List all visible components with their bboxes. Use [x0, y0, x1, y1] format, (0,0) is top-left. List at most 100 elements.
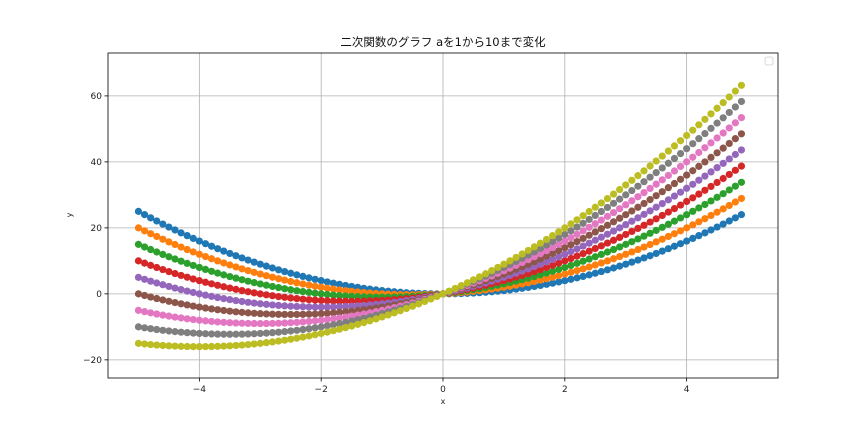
data-point — [195, 343, 203, 351]
data-point — [214, 318, 222, 326]
data-point — [670, 230, 679, 238]
data-point — [274, 275, 283, 283]
data-point — [317, 316, 325, 324]
data-point — [591, 228, 599, 236]
data-point — [585, 231, 593, 239]
data-point — [177, 271, 185, 280]
data-point — [646, 218, 654, 226]
x-tick-label: −4 — [193, 385, 207, 395]
data-point — [250, 268, 258, 276]
data-point — [445, 287, 453, 295]
data-point — [622, 250, 630, 258]
data-point — [134, 339, 143, 347]
data-point — [153, 341, 161, 349]
data-point — [536, 239, 545, 247]
data-point — [573, 223, 581, 231]
data-point — [573, 230, 581, 238]
data-point — [597, 216, 605, 224]
data-point — [597, 225, 605, 233]
data-point — [226, 342, 234, 350]
data-point — [140, 243, 149, 251]
data-point — [287, 319, 295, 327]
data-point — [573, 274, 581, 282]
data-point — [183, 287, 191, 295]
data-point — [640, 189, 648, 197]
data-point — [689, 234, 697, 242]
data-point — [646, 184, 654, 193]
data-point — [165, 342, 173, 350]
data-point — [189, 288, 197, 297]
data-point — [646, 207, 654, 215]
data-point — [317, 283, 325, 291]
data-point — [549, 249, 557, 258]
data-point — [305, 288, 313, 297]
data-point — [274, 319, 283, 327]
data-point — [652, 203, 660, 211]
data-point — [189, 275, 197, 283]
data-point — [597, 242, 605, 250]
data-point — [579, 272, 587, 281]
data-point — [274, 310, 283, 318]
data-point — [585, 207, 593, 216]
data-point — [689, 140, 697, 148]
data-point — [153, 248, 161, 256]
data-point — [220, 342, 228, 350]
data-point — [207, 342, 216, 351]
data-point — [189, 302, 197, 310]
data-point — [713, 119, 721, 127]
data-point — [622, 201, 630, 209]
data-point — [189, 234, 197, 242]
series-a6 — [134, 130, 746, 319]
data-point — [670, 205, 679, 213]
data-point — [676, 201, 685, 209]
data-point — [287, 277, 295, 286]
data-point — [159, 341, 167, 350]
data-point — [220, 247, 228, 255]
x-tick-label: 4 — [684, 385, 690, 395]
data-point — [731, 214, 739, 222]
data-point — [713, 193, 721, 201]
data-point — [293, 279, 301, 287]
data-point — [262, 291, 270, 299]
data-point — [274, 301, 283, 310]
data-point — [555, 272, 563, 280]
data-point — [634, 245, 642, 254]
data-point — [268, 273, 277, 281]
data-point — [147, 214, 155, 222]
data-point — [293, 295, 301, 303]
data-point — [731, 150, 739, 159]
data-point — [262, 310, 270, 318]
data-point — [585, 247, 593, 255]
data-point — [628, 176, 636, 184]
data-point — [555, 265, 563, 274]
data-point — [542, 241, 551, 249]
data-point — [737, 130, 746, 138]
data-point — [214, 342, 222, 350]
data-point — [214, 281, 222, 289]
data-point — [664, 196, 672, 204]
data-point — [317, 290, 325, 298]
data-point — [603, 203, 612, 212]
data-point — [299, 287, 307, 296]
data-point — [463, 279, 471, 287]
data-point — [232, 263, 240, 271]
data-point — [579, 250, 587, 258]
data-point — [256, 270, 264, 278]
data-point — [670, 217, 679, 225]
data-point — [585, 223, 593, 231]
data-point — [628, 207, 636, 215]
data-point — [207, 292, 216, 300]
data-point — [134, 207, 143, 215]
data-point — [616, 185, 624, 194]
y-axis-label: y — [65, 212, 74, 217]
data-point — [628, 248, 636, 256]
data-point — [695, 162, 703, 170]
data-point — [591, 244, 599, 253]
data-point — [274, 337, 283, 345]
data-point — [731, 198, 739, 206]
data-point — [616, 262, 624, 270]
data-point — [567, 220, 575, 228]
data-point — [348, 292, 356, 300]
data-point — [658, 188, 666, 196]
data-point — [579, 242, 587, 250]
